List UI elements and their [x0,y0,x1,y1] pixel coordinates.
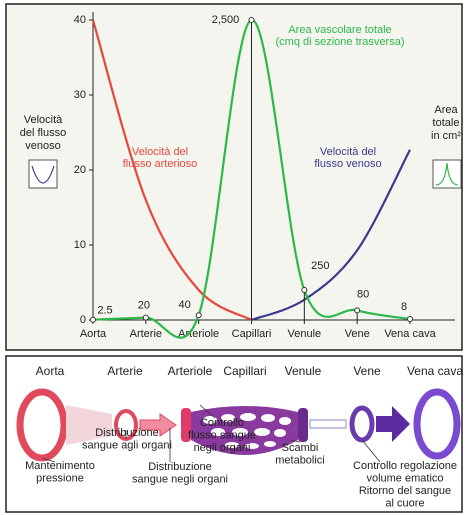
series-label: flusso venoso [314,158,381,170]
venule-shape [298,408,308,442]
function-label: flusso sangue [188,429,256,441]
x-tick-label: Vena cava [384,328,436,340]
value-label: 2,500 [212,14,240,26]
side-label: venoso [25,140,60,152]
vessel-label: Aorta [36,364,65,378]
side-label: in cm² [431,130,461,142]
function-label: Ritorno del sangue [359,485,451,497]
vessel-label: Capillari [223,364,266,378]
y-tick-label: 20 [74,164,86,176]
y-tick-label: 0 [80,314,86,326]
vessel-label: Arteriole [168,364,213,378]
function-label: Distribuzione [95,427,159,439]
point [91,317,96,322]
value-label: 40 [179,299,191,311]
value-label: 8 [401,301,407,313]
function-label: Distribuzione [148,461,212,473]
side-label: Velocità [24,114,63,126]
function-label: sangue negli organi [132,473,228,485]
icon [29,160,57,188]
series-label: Area vascolare totale [288,24,391,36]
function-label: Controllo [200,417,244,429]
side-label: Area [434,104,458,116]
point [196,313,201,318]
vessel-label: Vene [353,364,381,378]
function-label: Mantenimento [25,460,95,472]
connector [310,420,346,428]
y-tick-label: 30 [74,89,86,101]
series-label: (cmq di sezione trasversa) [276,36,405,48]
point [249,18,254,23]
chart-panel [6,4,462,350]
series-label: Velocità del [132,146,188,158]
point [143,315,148,320]
value-label: 250 [311,260,329,272]
figure: 0 10 20 30 40 Aorta Arterie Arteriole Capillari V… [0,0,466,515]
series-label: flusso arterioso [123,158,198,170]
x-tick-label: Arteriole [178,328,219,340]
function-label: negli organi [194,442,251,454]
value-label: 2.5 [97,305,112,317]
function-label: Scambi [282,442,319,454]
function-label: pressione [36,472,84,484]
side-label: totale [433,117,460,129]
point [355,308,360,313]
y-tick-label: 40 [74,14,86,26]
x-tick-label: Arterie [130,328,162,340]
x-tick-label: Vene [345,328,370,340]
function-label: volume ematico [366,472,443,484]
function-label: metabolici [275,454,325,466]
value-label: 80 [357,288,369,300]
page: 0 10 20 30 40 Aorta Arterie Arteriole Capillari V… [0,0,466,515]
value-label: 20 [138,300,150,312]
side-label: del flusso [20,127,66,139]
series-label: Velocità del [320,146,376,158]
function-label: Controllo regolazione [353,460,457,472]
x-tick-label: Capillari [232,328,272,340]
x-tick-label: Venule [288,328,322,340]
vessel-label: Venule [285,364,322,378]
function-label: al cuore [385,497,424,509]
function-label: sangue agli organi [82,439,172,451]
y-tick-label: 10 [74,239,86,251]
vessel-label: Arterie [107,364,143,378]
x-tick-label: Aorta [80,328,107,340]
point [302,288,307,293]
vessel-label: Vena cava [407,364,463,378]
point [408,317,413,322]
